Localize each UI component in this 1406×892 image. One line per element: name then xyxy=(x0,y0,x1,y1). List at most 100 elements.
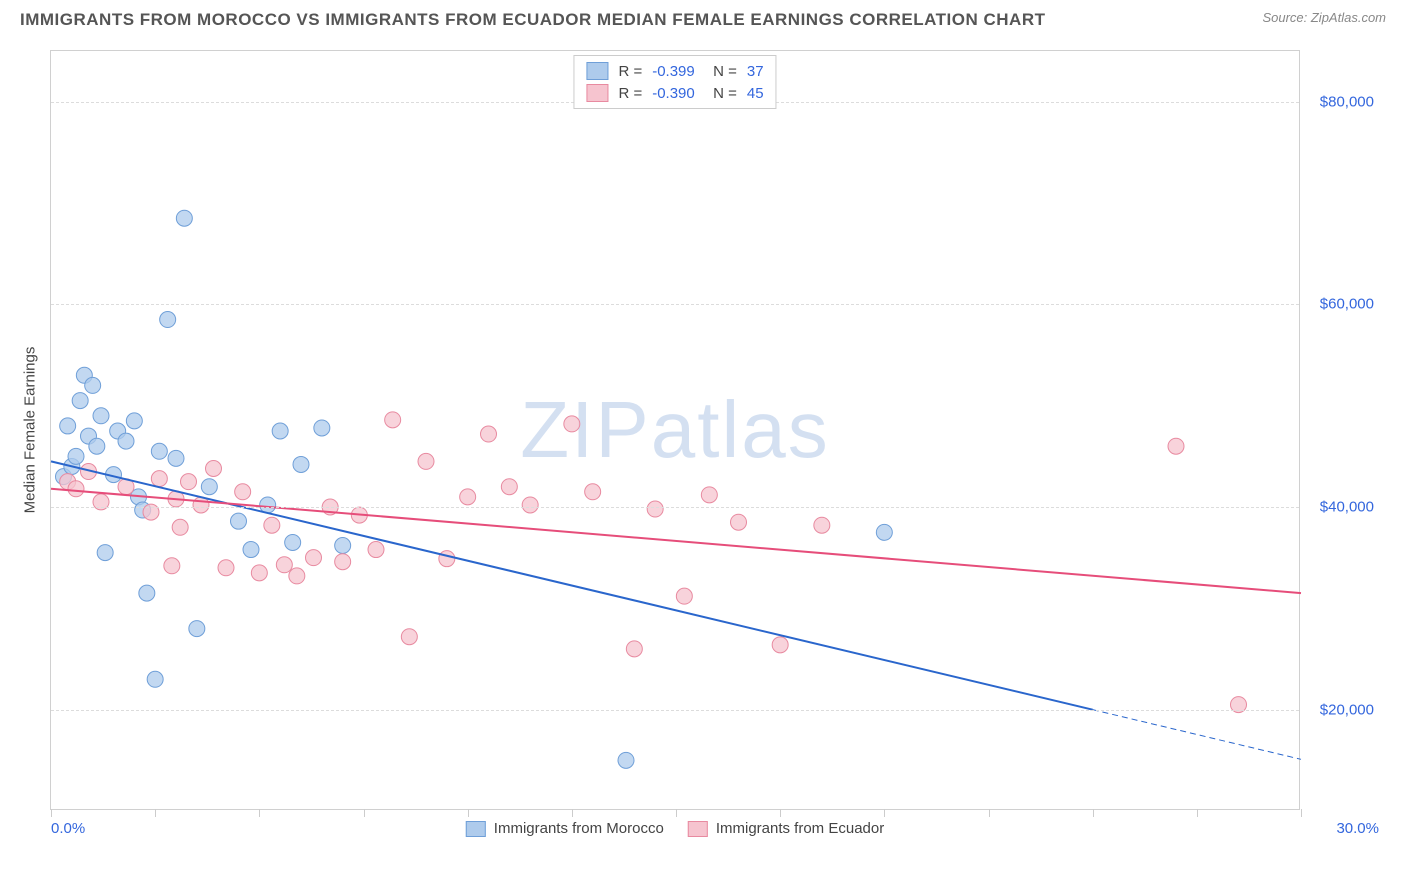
legend-item: Immigrants from Ecuador xyxy=(688,820,884,837)
y-tick-label: $20,000 xyxy=(1320,701,1374,718)
data-point xyxy=(289,568,305,584)
legend-stats-row: R = -0.399 N = 37 xyxy=(586,60,763,82)
data-point xyxy=(772,637,788,653)
x-tick-mark xyxy=(1197,809,1198,817)
data-point xyxy=(335,538,351,554)
stat-label: N = xyxy=(705,85,737,102)
data-point xyxy=(151,471,167,487)
legend-stats: R = -0.399 N = 37 R = -0.390 N = 45 xyxy=(573,55,776,109)
data-point xyxy=(176,210,192,226)
y-tick-label: $80,000 xyxy=(1320,93,1374,110)
data-point xyxy=(93,408,109,424)
stat-value: 37 xyxy=(747,63,764,80)
legend-item: Immigrants from Morocco xyxy=(466,820,664,837)
data-point xyxy=(1168,438,1184,454)
data-point xyxy=(243,542,259,558)
data-point xyxy=(181,474,197,490)
data-point xyxy=(293,456,309,472)
data-point xyxy=(522,497,538,513)
x-tick-mark xyxy=(364,809,365,817)
gridline xyxy=(51,507,1299,508)
data-point xyxy=(97,545,113,561)
x-axis-max-label: 30.0% xyxy=(1336,820,1379,837)
gridline xyxy=(51,710,1299,711)
data-point xyxy=(368,542,384,558)
data-point xyxy=(264,517,280,533)
data-point xyxy=(139,585,155,601)
y-tick-label: $40,000 xyxy=(1320,499,1374,516)
data-point xyxy=(251,565,267,581)
data-point xyxy=(564,416,580,432)
data-point xyxy=(626,641,642,657)
x-tick-mark xyxy=(780,809,781,817)
data-point xyxy=(89,438,105,454)
data-point xyxy=(439,551,455,567)
legend-stats-row: R = -0.390 N = 45 xyxy=(586,82,763,104)
data-point xyxy=(306,550,322,566)
x-tick-mark xyxy=(468,809,469,817)
data-point xyxy=(60,418,76,434)
stat-label: R = xyxy=(618,85,642,102)
data-point xyxy=(335,554,351,570)
data-point xyxy=(676,588,692,604)
stat-label: N = xyxy=(705,63,737,80)
x-tick-mark xyxy=(155,809,156,817)
swatch-ecuador-icon xyxy=(688,821,708,837)
stat-value: 45 xyxy=(747,85,764,102)
data-point xyxy=(276,557,292,573)
data-point xyxy=(168,450,184,466)
gridline xyxy=(51,304,1299,305)
x-tick-mark xyxy=(51,809,52,817)
data-point xyxy=(72,393,88,409)
legend-label: Immigrants from Ecuador xyxy=(716,820,884,837)
data-point xyxy=(231,513,247,529)
data-point xyxy=(418,453,434,469)
x-tick-mark xyxy=(259,809,260,817)
data-point xyxy=(206,460,222,476)
data-point xyxy=(172,519,188,535)
x-tick-mark xyxy=(1093,809,1094,817)
data-point xyxy=(314,420,330,436)
data-point xyxy=(618,752,634,768)
data-point xyxy=(272,423,288,439)
trend-line xyxy=(51,461,1093,709)
stat-value: -0.390 xyxy=(652,85,695,102)
data-point xyxy=(151,443,167,459)
data-point xyxy=(876,524,892,540)
data-point xyxy=(481,426,497,442)
y-tick-label: $60,000 xyxy=(1320,296,1374,313)
swatch-morocco-icon xyxy=(466,821,486,837)
x-tick-mark xyxy=(884,809,885,817)
data-point xyxy=(385,412,401,428)
scatter-plot xyxy=(51,51,1299,809)
legend-series: Immigrants from Morocco Immigrants from … xyxy=(466,820,884,837)
data-point xyxy=(218,560,234,576)
data-point xyxy=(201,479,217,495)
x-axis-min-label: 0.0% xyxy=(51,820,85,837)
data-point xyxy=(585,484,601,500)
data-point xyxy=(126,413,142,429)
data-point xyxy=(401,629,417,645)
data-point xyxy=(460,489,476,505)
data-point xyxy=(85,377,101,393)
data-point xyxy=(68,448,84,464)
data-point xyxy=(701,487,717,503)
trend-line xyxy=(51,489,1301,593)
x-tick-mark xyxy=(676,809,677,817)
trend-line-extrapolated xyxy=(1093,710,1301,760)
data-point xyxy=(731,514,747,530)
data-point xyxy=(189,621,205,637)
data-point xyxy=(260,497,276,513)
data-point xyxy=(647,501,663,517)
data-point xyxy=(501,479,517,495)
data-point xyxy=(118,433,134,449)
data-point xyxy=(68,481,84,497)
data-point xyxy=(235,484,251,500)
data-point xyxy=(285,534,301,550)
legend-label: Immigrants from Morocco xyxy=(494,820,664,837)
y-axis-label: Median Female Earnings xyxy=(22,347,39,514)
x-tick-mark xyxy=(572,809,573,817)
data-point xyxy=(160,312,176,328)
data-point xyxy=(814,517,830,533)
stat-value: -0.399 xyxy=(652,63,695,80)
